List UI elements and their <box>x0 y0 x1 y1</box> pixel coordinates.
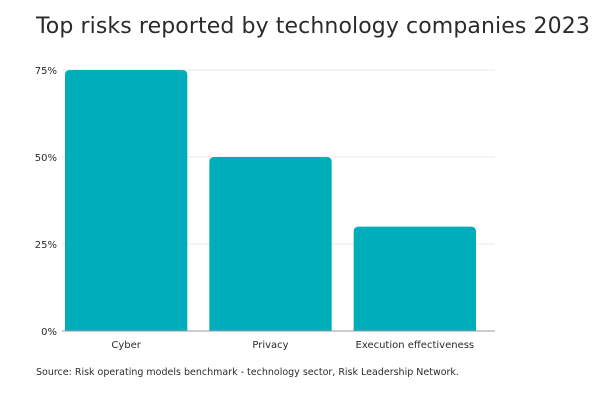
source-note: Source: Risk operating models benchmark … <box>36 367 459 378</box>
x-tick-label: Privacy <box>252 340 288 351</box>
y-tick-label: 0% <box>41 327 57 338</box>
bar-cyber <box>65 70 188 331</box>
x-tick-label: Cyber <box>111 340 141 351</box>
y-tick-label: 75% <box>35 66 57 77</box>
y-tick-label: 25% <box>35 240 57 251</box>
tick-labels: 0% 25% 50% 75% Cyber Privacy Execution effecti… <box>35 66 474 351</box>
bar-execution-effectiveness <box>353 226 476 331</box>
y-tick-label: 50% <box>35 153 57 164</box>
x-tick-label: Execution effectiveness <box>356 340 475 351</box>
chart-title: Top risks reported by technology compani… <box>36 14 590 39</box>
bar-privacy <box>209 157 332 331</box>
bars <box>65 70 476 331</box>
